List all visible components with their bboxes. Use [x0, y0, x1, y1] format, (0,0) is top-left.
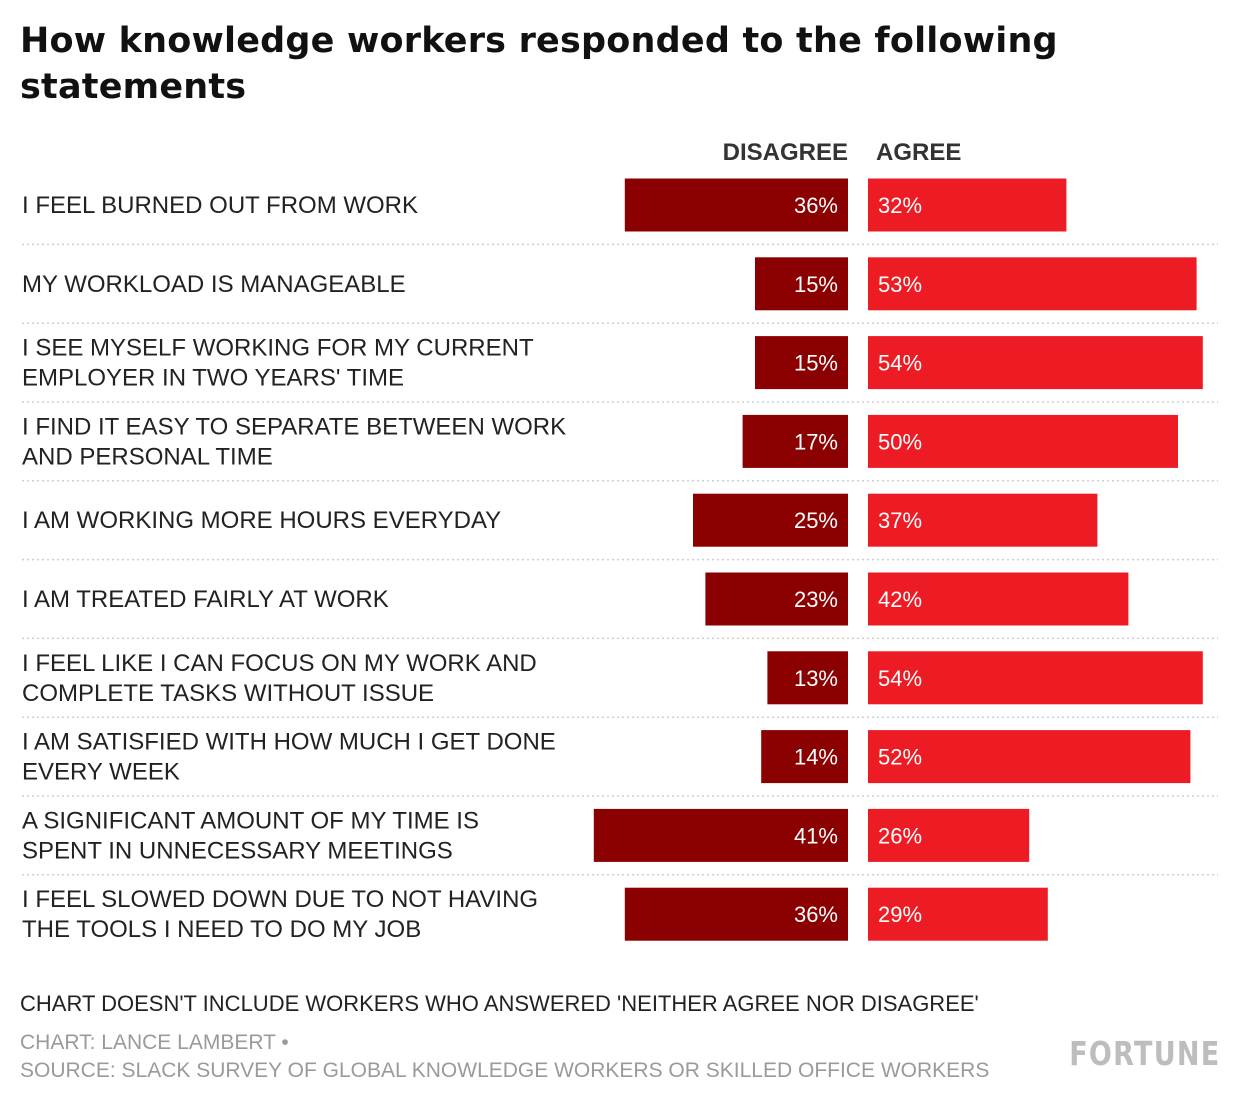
- statement-label: I AM SATISFIED WITH HOW MUCH I GET DONE E…: [22, 729, 556, 786]
- agree-value-label: 29%: [878, 902, 922, 927]
- agree-bar: [868, 493, 1098, 547]
- disagree-value-label: 36%: [794, 902, 838, 927]
- agree-value-label: 54%: [878, 666, 922, 691]
- agree-value-label: 42%: [878, 587, 922, 612]
- statement-label-line: SPENT IN UNNECESSARY MEETINGS: [22, 837, 453, 864]
- statement-label-line: I FEEL LIKE I CAN FOCUS ON MY WORK AND: [22, 650, 537, 677]
- disagree-bar: [755, 257, 848, 311]
- statement-label-line: AND PERSONAL TIME: [22, 443, 273, 470]
- agree-value-label: 54%: [878, 351, 922, 376]
- statement-label: I AM TREATED FAIRLY AT WORK: [22, 586, 389, 613]
- disagree-value-label: 36%: [794, 193, 838, 218]
- disagree-value-label: 23%: [794, 587, 838, 612]
- agree-value-label: 52%: [878, 745, 922, 770]
- statement-label-line: I SEE MYSELF WORKING FOR MY CURRENT: [22, 335, 534, 362]
- chart-source: SOURCE: SLACK SURVEY OF GLOBAL KNOWLEDGE…: [20, 1059, 990, 1082]
- statement-label: I AM WORKING MORE HOURS EVERYDAY: [22, 507, 501, 534]
- statement-label-line: I FIND IT EASY TO SEPARATE BETWEEN WORK: [22, 413, 566, 440]
- statement-label: I FEEL SLOWED DOWN DUE TO NOT HAVING THE …: [22, 886, 538, 943]
- statement-label: MY WORKLOAD IS MANAGEABLE: [22, 271, 406, 298]
- disagree-bar: [755, 336, 848, 390]
- statement-label: I FIND IT EASY TO SEPARATE BETWEEN WORK A…: [22, 413, 566, 470]
- statement-label-line: I AM WORKING MORE HOURS EVERYDAY: [22, 507, 501, 534]
- statement-label-line: EMPLOYER IN TWO YEARS' TIME: [22, 365, 404, 392]
- agree-bar: [868, 651, 1203, 705]
- disagree-bar: [624, 178, 848, 232]
- statement-label-line: EVERY WEEK: [22, 759, 180, 786]
- statement-label-line: I AM SATISFIED WITH HOW MUCH I GET DONE: [22, 729, 556, 756]
- fortune-logo: FORTUNE: [1068, 1034, 1220, 1073]
- statement-label-line: I FEEL BURNED OUT FROM WORK: [22, 192, 418, 219]
- statement-label-line: I FEEL SLOWED DOWN DUE TO NOT HAVING: [22, 886, 538, 913]
- agree-column-header: AGREE: [876, 139, 961, 166]
- disagree-bar: [705, 572, 848, 626]
- agree-bar: [868, 572, 1129, 626]
- agree-value-label: 50%: [878, 429, 922, 454]
- agree-bar: [868, 414, 1178, 468]
- diverging-bar-chart: DISAGREE AGREE I FEEL BURNED OUT FROM WORK…: [22, 139, 1218, 943]
- disagree-column-header: DISAGREE: [723, 139, 848, 166]
- disagree-bar: [593, 808, 848, 862]
- statement-label-line: I AM TREATED FAIRLY AT WORK: [22, 586, 389, 613]
- statement-label-line: A SIGNIFICANT AMOUNT OF MY TIME IS: [22, 807, 479, 834]
- disagree-value-label: 25%: [794, 508, 838, 533]
- agree-bar: [868, 257, 1197, 311]
- chart-note: CHART DOESN'T INCLUDE WORKERS WHO ANSWER…: [20, 991, 979, 1016]
- agree-value-label: 37%: [878, 508, 922, 533]
- agree-bar: [868, 887, 1048, 941]
- agree-bar: [868, 336, 1203, 390]
- disagree-bar: [767, 651, 848, 705]
- statement-label: I FEEL BURNED OUT FROM WORK: [22, 192, 418, 219]
- disagree-bar: [761, 730, 848, 784]
- disagree-value-label: 15%: [794, 272, 838, 297]
- disagree-bar: [742, 414, 848, 468]
- disagree-value-label: 14%: [794, 745, 838, 770]
- disagree-bar: [624, 887, 848, 941]
- disagree-value-label: 15%: [794, 351, 838, 376]
- statement-label-line: MY WORKLOAD IS MANAGEABLE: [22, 271, 406, 298]
- statement-label: I SEE MYSELF WORKING FOR MY CURRENT EMPLO…: [22, 335, 534, 392]
- chart-title: How knowledge workers responded to the f…: [20, 21, 1058, 107]
- agree-bar: [868, 178, 1067, 232]
- agree-bar: [868, 730, 1191, 784]
- agree-value-label: 32%: [878, 193, 922, 218]
- disagree-value-label: 41%: [794, 823, 838, 848]
- agree-value-label: 26%: [878, 823, 922, 848]
- statement-label-line: COMPLETE TASKS WITHOUT ISSUE: [22, 680, 434, 707]
- statement-label-line: THE TOOLS I NEED TO DO MY JOB: [22, 916, 421, 943]
- statement-label: I FEEL LIKE I CAN FOCUS ON MY WORK AND CO…: [22, 650, 537, 707]
- disagree-value-label: 13%: [794, 666, 838, 691]
- agree-bar: [868, 808, 1030, 862]
- chart-credit: CHART: LANCE LAMBERT •: [20, 1031, 289, 1054]
- statement-label: A SIGNIFICANT AMOUNT OF MY TIME IS SPENT …: [22, 807, 479, 864]
- agree-value-label: 53%: [878, 272, 922, 297]
- disagree-bar: [693, 493, 848, 547]
- disagree-value-label: 17%: [794, 429, 838, 454]
